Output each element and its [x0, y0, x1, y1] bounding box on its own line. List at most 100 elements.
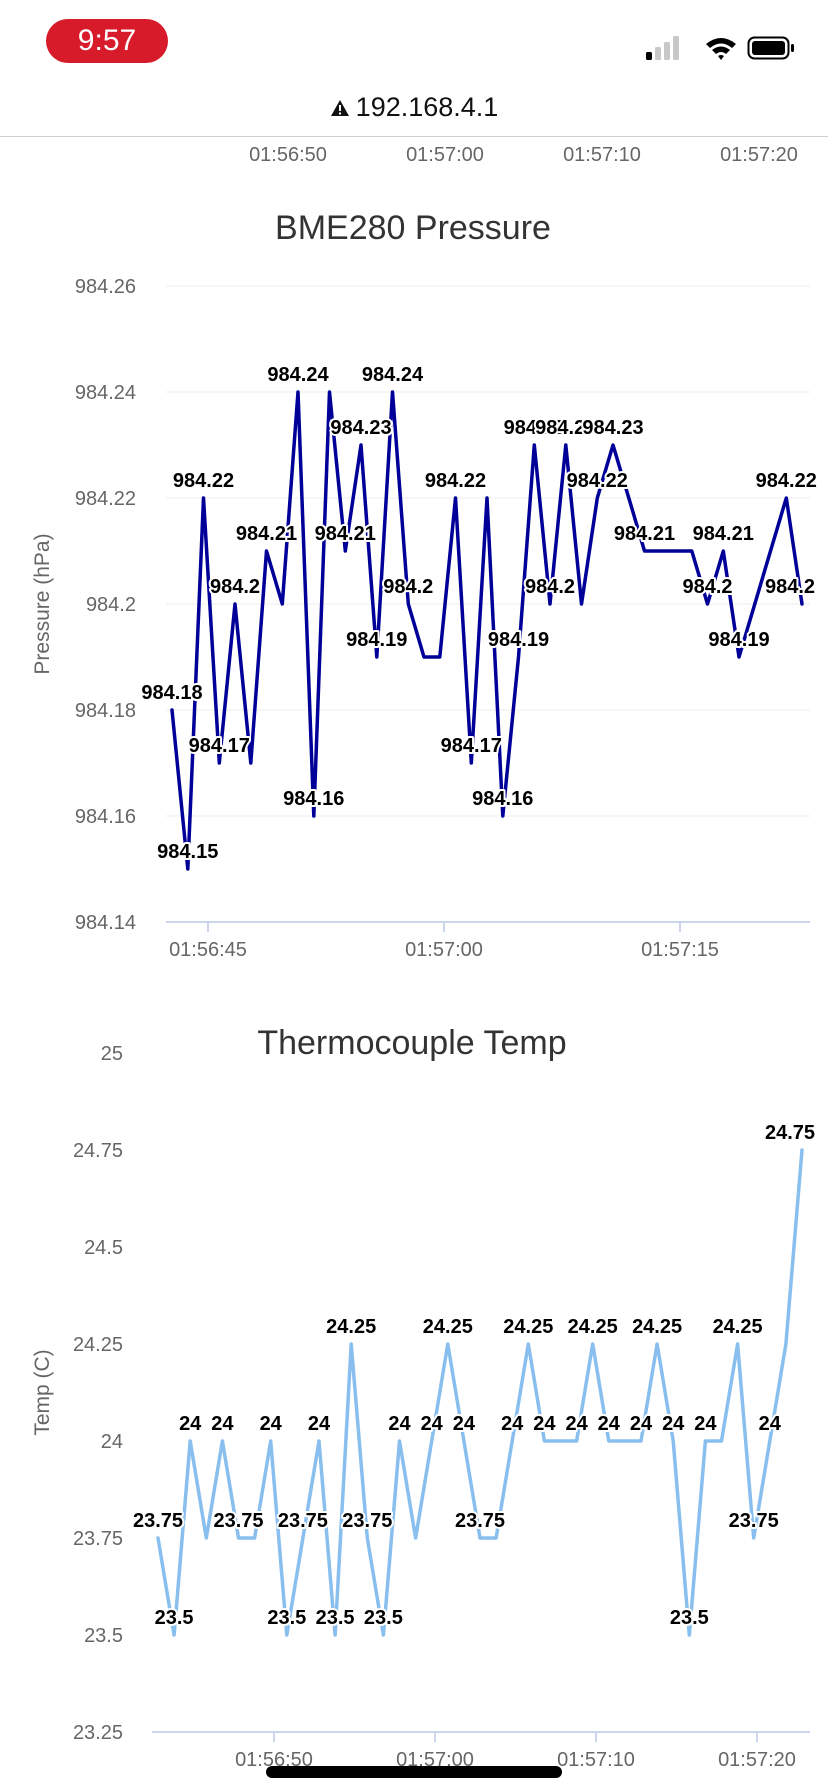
data-point	[688, 1633, 691, 1637]
data-point	[533, 443, 536, 447]
data-point	[655, 1342, 659, 1346]
data-label: 984.23	[535, 417, 596, 439]
data-label: 24	[453, 1413, 476, 1435]
data-label: 984.19	[346, 629, 407, 651]
data-label: 23.75	[729, 1510, 779, 1532]
data-point	[575, 1439, 578, 1443]
data-label: 24.25	[632, 1316, 682, 1338]
data-point	[265, 549, 268, 553]
data-point	[391, 390, 394, 394]
data-point	[659, 549, 662, 553]
data-label: 984.22	[173, 470, 234, 492]
y-tick-label: 23.25	[73, 1722, 123, 1744]
data-label: 984.23	[330, 417, 391, 439]
data-point	[611, 443, 615, 447]
data-point	[269, 1439, 272, 1443]
data-point	[221, 1439, 224, 1443]
data-label: 984.21	[614, 523, 675, 545]
data-label: 984.19	[488, 629, 549, 651]
data-label: 23.5	[364, 1607, 403, 1629]
data-point	[422, 655, 426, 659]
battery-icon	[747, 36, 794, 60]
status-time[interactable]: 9:57	[46, 19, 168, 63]
y-tick-label: 984.26	[75, 276, 136, 298]
data-label: 24	[421, 1413, 444, 1435]
y-tick-label: 984.22	[75, 488, 136, 510]
y-tick-label: 24.25	[73, 1334, 123, 1356]
data-label: 984.15	[157, 841, 218, 863]
data-point	[753, 602, 756, 606]
data-point	[296, 390, 300, 394]
data-label: 984.17	[189, 735, 250, 757]
chart-title: BME280 Pressure	[275, 209, 551, 247]
data-point	[784, 1342, 788, 1346]
data-point	[233, 602, 237, 606]
data-label: 984.19	[708, 629, 769, 651]
data-label: 24	[501, 1413, 524, 1435]
data-point	[317, 1439, 321, 1443]
data-point	[454, 496, 457, 500]
data-point	[172, 1633, 176, 1637]
y-tick-label: 984.14	[75, 912, 136, 934]
data-label: 24	[179, 1413, 202, 1435]
data-label: 24	[388, 1413, 411, 1435]
data-point	[359, 443, 363, 447]
x-tick-label: 01:56:50	[235, 1749, 313, 1771]
signal-icon	[646, 36, 679, 60]
x-tick-label: 01:57:10	[557, 1749, 635, 1771]
data-point	[438, 655, 441, 659]
data-label: 24.25	[568, 1316, 618, 1338]
url-bar[interactable]: 192.168.4.1	[0, 88, 828, 137]
data-label: 984.23	[504, 417, 565, 439]
data-point	[720, 1439, 723, 1443]
data-label: 984.18	[141, 682, 202, 704]
data-label: 24	[211, 1413, 234, 1435]
data-point	[344, 549, 347, 553]
status-icons	[646, 36, 794, 60]
y-tick-label: 24.5	[84, 1237, 123, 1259]
data-point	[591, 1342, 594, 1346]
data-label: 984.2	[682, 576, 732, 598]
data-label: 984.24	[362, 364, 424, 386]
data-label: 984.21	[236, 523, 297, 545]
data-point	[414, 1536, 417, 1540]
data-point	[643, 549, 646, 553]
top-axis: 01:56:50 01:57:00 01:57:10 01:57:20	[249, 144, 798, 166]
data-point	[559, 1439, 562, 1443]
data-label: 23.75	[342, 1510, 392, 1532]
data-point	[769, 549, 772, 553]
data-point	[237, 1536, 240, 1540]
data-label: 984.16	[283, 788, 344, 810]
url-text: 192.168.4.1	[355, 92, 499, 122]
data-point	[543, 1439, 546, 1443]
data-label: 984.2	[525, 576, 575, 598]
home-indicator[interactable]	[266, 1766, 562, 1778]
data-label: 23.5	[267, 1607, 306, 1629]
data-point	[350, 1342, 353, 1346]
y-tick-label: 984.24	[75, 382, 136, 404]
data-label: 24	[565, 1413, 588, 1435]
data-point	[639, 1439, 643, 1443]
data-point	[768, 1439, 771, 1443]
data-point	[218, 761, 221, 765]
data-point	[189, 1439, 192, 1443]
data-point	[485, 496, 489, 500]
data-point	[737, 655, 741, 659]
data-point	[511, 1439, 514, 1443]
data-point	[548, 602, 552, 606]
data-point	[333, 1633, 337, 1637]
y-axis-label: Pressure (hPa)	[31, 533, 54, 674]
data-point	[785, 496, 788, 500]
y-tick-label: 25	[101, 1043, 123, 1065]
data-label: 24	[662, 1413, 685, 1435]
data-point	[672, 1439, 675, 1443]
data-label: 984.2	[210, 576, 260, 598]
data-point	[580, 602, 583, 606]
data-point	[398, 1439, 401, 1443]
data-point	[596, 496, 599, 500]
data-point	[375, 655, 378, 659]
data-label: 984.16	[472, 788, 533, 810]
x-tick-label: 01:57:00	[396, 1749, 474, 1771]
data-point	[564, 443, 567, 447]
data-point	[800, 602, 804, 606]
